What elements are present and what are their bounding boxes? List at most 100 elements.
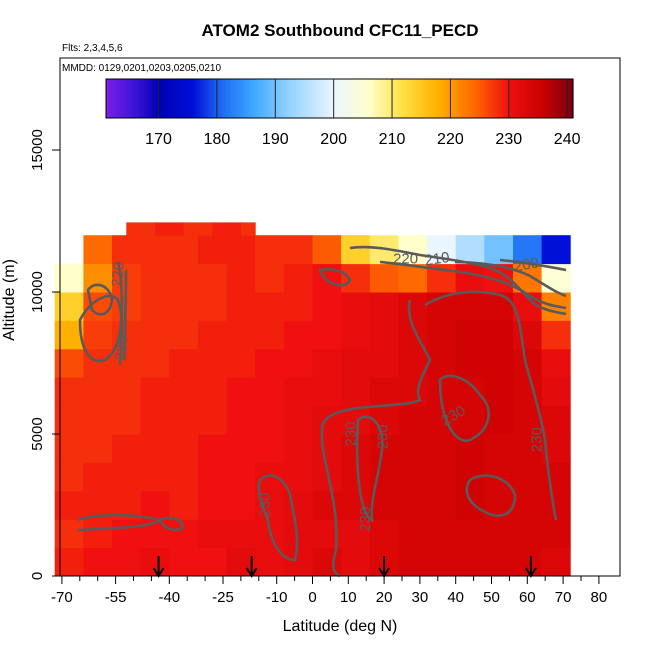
- heat-cell: [369, 519, 399, 549]
- colorbar-cell: [272, 79, 276, 118]
- colorbar-cell: [456, 79, 460, 118]
- heat-cell: [398, 235, 428, 265]
- heat-cell: [112, 434, 142, 463]
- colorbar-cell: [275, 79, 279, 118]
- contour-line: [438, 374, 490, 442]
- heat-cell: [140, 462, 170, 492]
- colorbar-cell: [161, 79, 165, 118]
- heat-cell: [341, 462, 371, 492]
- colorbar-cell: [482, 79, 487, 118]
- colorbar-cell: [286, 79, 291, 118]
- heat-cell: [197, 235, 227, 265]
- heat-cell: [341, 235, 371, 265]
- colorbar-cell: [392, 79, 396, 118]
- colorbar-cell: [289, 79, 294, 118]
- colorbar-cell: [333, 79, 338, 118]
- heat-cell: [484, 292, 514, 321]
- colorbar-cell: [152, 79, 157, 118]
- colorbar-cell: [558, 79, 562, 118]
- heat-cell: [197, 547, 227, 577]
- colorbar-cell: [386, 79, 390, 118]
- heat-cell: [54, 292, 84, 321]
- x-tick-label: 70: [555, 589, 572, 606]
- heat-cell: [169, 434, 199, 463]
- heat-cell: [427, 434, 457, 463]
- heat-cell: [140, 405, 170, 435]
- colorbar-cell: [240, 79, 244, 118]
- heat-cell: [54, 547, 84, 577]
- colorbar-cell: [368, 79, 373, 118]
- heat-cell: [169, 320, 199, 350]
- colorbar-cell: [132, 79, 136, 118]
- colorbar-cell: [106, 79, 110, 118]
- colorbar-cell: [193, 79, 198, 118]
- colorbar-cell: [138, 79, 142, 118]
- colorbar-cell: [269, 79, 273, 118]
- heat-cell: [341, 519, 371, 549]
- heat-cell: [140, 320, 170, 350]
- heat-cell: [83, 377, 113, 407]
- heat-cell: [240, 222, 256, 236]
- colorbar-cell: [380, 79, 384, 118]
- colorbar-cell: [467, 79, 472, 118]
- colorbar-cell: [278, 79, 282, 118]
- colorbar-cell: [450, 79, 454, 118]
- contour-line: [122, 269, 128, 361]
- heat-cell: [226, 434, 256, 463]
- colorbar-cell: [155, 79, 160, 118]
- heat-cell: [455, 377, 485, 407]
- contour-line: [355, 415, 384, 523]
- heat-cell: [183, 222, 213, 236]
- heat-cell: [197, 519, 227, 549]
- heat-cell: [312, 263, 342, 293]
- heat-cell: [427, 348, 457, 378]
- y-tick-label: 10000: [29, 271, 46, 313]
- colorbar-cell: [213, 79, 218, 118]
- colorbar-cell: [444, 79, 449, 118]
- heat-cell: [484, 348, 514, 378]
- colorbar-cell: [321, 79, 326, 118]
- heat-cell: [83, 320, 113, 350]
- colorbar-cell: [397, 79, 402, 118]
- x-axis: -70 -55 -40 -25 -10 0 10 20 30 40 50 60 70 80: [51, 576, 607, 606]
- colorbar-cell: [249, 79, 253, 118]
- colorbar-cell: [459, 79, 463, 118]
- colorbar-tick-label: 190: [262, 131, 289, 148]
- heat-cell: [283, 462, 313, 492]
- x-tick-label: 10: [340, 589, 357, 606]
- heat-cell: [83, 519, 113, 549]
- heat-cell: [455, 292, 485, 321]
- chart-title: ATOM2 Southbound CFC11_PECD: [201, 21, 478, 40]
- colorbar-cell: [403, 79, 408, 118]
- colorbar-cell: [412, 79, 416, 118]
- contour-line: [465, 474, 517, 517]
- heat-cell: [112, 519, 142, 549]
- colorbar-cell: [327, 79, 332, 118]
- heat-cell: [169, 490, 199, 520]
- heat-cell: [197, 320, 227, 350]
- colorbar-cell: [438, 79, 443, 118]
- heat-cell: [484, 547, 514, 577]
- colorbar-cell: [199, 79, 203, 118]
- colorbar-cell: [383, 79, 387, 118]
- heat-cell: [226, 320, 256, 350]
- heat-cell: [112, 377, 142, 407]
- heat-cell: [541, 235, 571, 265]
- y-axis-title: Altitude (m): [1, 259, 18, 341]
- colorbar-cell: [216, 79, 221, 118]
- colorbar-cell: [211, 79, 215, 118]
- heat-cell: [427, 320, 457, 350]
- heat-cell: [312, 377, 342, 407]
- heat-cell: [197, 348, 227, 378]
- heat-cell: [369, 434, 399, 463]
- heat-cell: [140, 434, 170, 463]
- heat-cell: [312, 320, 342, 350]
- heat-cell: [283, 519, 313, 549]
- heat-cell: [112, 235, 142, 265]
- heat-cell: [398, 547, 428, 577]
- colorbar-cell: [488, 79, 492, 118]
- heat-cell: [54, 434, 84, 463]
- heat-cell: [398, 490, 428, 520]
- heat-cell: [427, 547, 457, 577]
